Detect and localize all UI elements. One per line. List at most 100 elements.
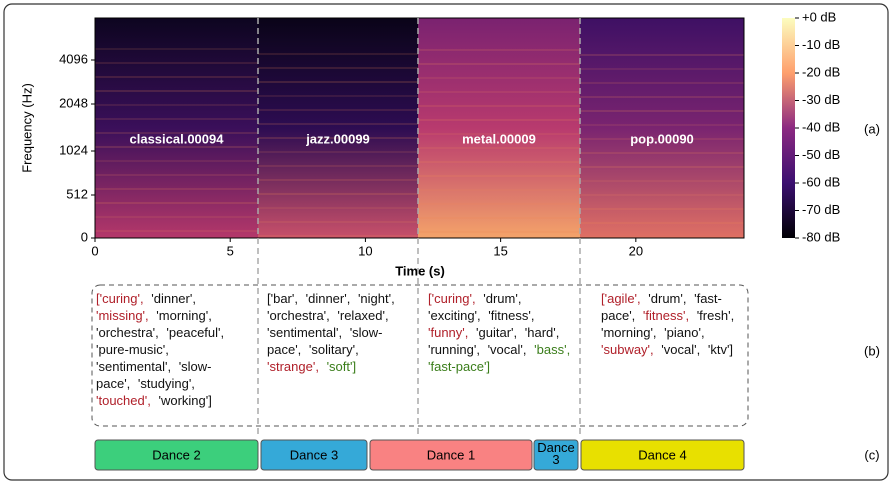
tag: 'touched', — [96, 393, 151, 408]
spectral-band — [580, 166, 744, 168]
tag-list: ['agile', 'drum', 'fast-pace', 'fitness'… — [601, 290, 753, 358]
clip-label: classical.00094 — [130, 131, 225, 146]
spectral-band — [418, 189, 580, 191]
spectral-band — [258, 165, 418, 167]
spectral-band — [95, 104, 258, 106]
tag: 'drum', — [648, 291, 686, 306]
spectral-band — [580, 152, 744, 154]
spectral-band — [418, 119, 580, 121]
spectral-band — [418, 175, 580, 177]
tag: 'ktv'] — [708, 342, 733, 357]
tag: 'sentimental', — [267, 325, 342, 340]
tag: 'studying', — [138, 376, 195, 391]
spectral-band — [95, 62, 258, 64]
tag: 'fitness', — [643, 308, 689, 323]
tag-list: ['curing', 'drum', 'exciting', 'fitness'… — [428, 290, 580, 375]
colorbar-label: -30 dB — [802, 92, 840, 107]
tag: 'bass', — [534, 342, 570, 357]
spectral-band — [95, 76, 258, 78]
tag: 'orchestra', — [267, 308, 330, 323]
tag: 'pure-music', — [96, 342, 169, 357]
spectral-band — [418, 77, 580, 79]
spectral-band — [580, 96, 744, 98]
dance-label: Dance 4 — [638, 447, 686, 462]
colorbar-label: -10 dB — [802, 37, 840, 52]
tag: ['agile', — [601, 291, 641, 306]
colorbar-label: -20 dB — [802, 64, 840, 79]
tag: 'strange', — [267, 359, 319, 374]
spectral-band — [418, 147, 580, 149]
colorbar-label: -70 dB — [802, 202, 840, 217]
tag: 'soft'] — [327, 359, 357, 374]
tag: 'orchestra', — [96, 325, 159, 340]
panel-label: (b) — [864, 343, 880, 358]
spectral-band — [95, 202, 258, 204]
dance-label: Dance 2 — [152, 447, 200, 462]
y-tick-label: 1024 — [59, 142, 88, 157]
spectral-band — [95, 160, 258, 162]
spectral-band — [580, 110, 744, 112]
spectral-band — [258, 207, 418, 209]
y-tick-label: 4096 — [59, 51, 88, 66]
spectral-band — [258, 193, 418, 195]
spectral-band — [580, 194, 744, 196]
y-tick-label: 0 — [81, 229, 88, 244]
spectral-band — [95, 118, 258, 120]
x-tick-label: 10 — [358, 243, 372, 258]
colorbar-label: -80 dB — [802, 229, 840, 244]
spectral-band — [95, 230, 258, 232]
spectral-band — [258, 221, 418, 223]
tag: ['curing', — [428, 291, 476, 306]
spectral-band — [95, 216, 258, 218]
spectral-band — [580, 68, 744, 70]
x-label: Time (s) — [395, 263, 445, 278]
colorbar-label: -50 dB — [802, 147, 840, 162]
spectral-band — [95, 90, 258, 92]
spectral-band — [258, 95, 418, 97]
tag: ['bar', — [267, 291, 298, 306]
x-tick-label: 0 — [91, 243, 98, 258]
spectral-band — [418, 49, 580, 51]
tag: 'guitar', — [476, 325, 517, 340]
spectral-band — [580, 54, 744, 56]
panel-label: (c) — [864, 447, 879, 462]
spectral-band — [95, 188, 258, 190]
tag: 'vocal', — [488, 342, 527, 357]
spectral-band — [258, 67, 418, 69]
spectral-band — [580, 124, 744, 126]
tag: 'solitary', — [309, 342, 359, 357]
spectral-band — [258, 109, 418, 111]
tag: 'sentimental', — [96, 359, 171, 374]
colorbar-label: -40 dB — [802, 119, 840, 134]
spectral-band — [580, 208, 744, 210]
y-tick-label: 2048 — [59, 95, 88, 110]
tag: ['curing', — [96, 291, 144, 306]
tag: 'missing', — [96, 308, 149, 323]
x-tick-label: 5 — [227, 243, 234, 258]
spectrogram-segment — [258, 18, 418, 238]
spectral-band — [95, 174, 258, 176]
spectral-band — [418, 203, 580, 205]
tag: 'relaxed', — [337, 308, 388, 323]
spectral-band — [418, 161, 580, 163]
colorbar-label: +0 dB — [802, 9, 836, 24]
y-label: Frequency (Hz) — [19, 83, 34, 173]
spectrogram-segment — [95, 18, 258, 238]
spectrogram-segment — [580, 18, 744, 238]
figure: Frequency (Hz) Time (s) classical.00094j… — [0, 0, 893, 485]
tag: 'night', — [358, 291, 395, 306]
clip-label: metal.00009 — [462, 131, 536, 146]
y-tick-label: 512 — [66, 186, 88, 201]
tag: 'morning', — [601, 325, 657, 340]
tag: 'subway', — [601, 342, 654, 357]
tag: 'running', — [428, 342, 480, 357]
spectral-band — [418, 217, 580, 219]
x-tick-label: 15 — [493, 243, 507, 258]
colorbar — [782, 18, 795, 238]
tag: 'dinner', — [306, 291, 351, 306]
x-tick-label: 20 — [629, 243, 643, 258]
spectral-band — [258, 123, 418, 125]
dance-label: Dance 1 — [427, 447, 475, 462]
tag: 'peaceful', — [166, 325, 224, 340]
dance-label: Dance 3 — [290, 447, 338, 462]
